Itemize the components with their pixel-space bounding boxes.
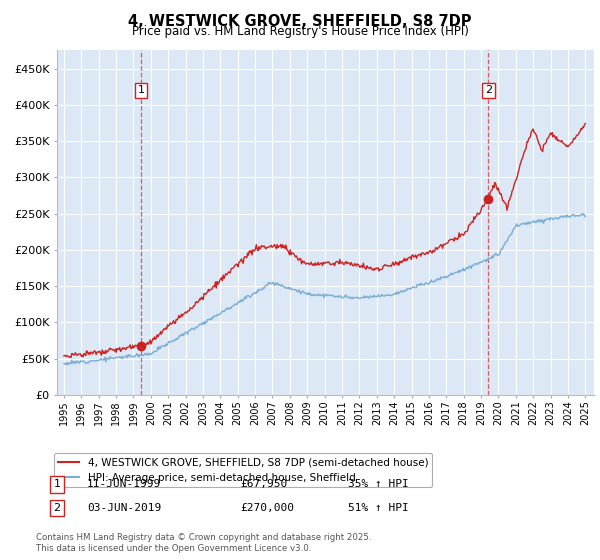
Text: 11-JUN-1999: 11-JUN-1999: [87, 479, 161, 489]
Text: £270,000: £270,000: [240, 503, 294, 513]
Text: £67,950: £67,950: [240, 479, 287, 489]
Text: 2: 2: [53, 503, 61, 513]
Text: Price paid vs. HM Land Registry's House Price Index (HPI): Price paid vs. HM Land Registry's House …: [131, 25, 469, 38]
Text: Contains HM Land Registry data © Crown copyright and database right 2025.
This d: Contains HM Land Registry data © Crown c…: [36, 533, 371, 553]
Text: 1: 1: [137, 85, 145, 95]
Text: 35% ↑ HPI: 35% ↑ HPI: [348, 479, 409, 489]
Text: 03-JUN-2019: 03-JUN-2019: [87, 503, 161, 513]
Legend: 4, WESTWICK GROVE, SHEFFIELD, S8 7DP (semi-detached house), HPI: Average price, : 4, WESTWICK GROVE, SHEFFIELD, S8 7DP (se…: [55, 454, 433, 487]
Text: 2: 2: [485, 85, 492, 95]
Text: 1: 1: [53, 479, 61, 489]
Text: 4, WESTWICK GROVE, SHEFFIELD, S8 7DP: 4, WESTWICK GROVE, SHEFFIELD, S8 7DP: [128, 14, 472, 29]
Text: 51% ↑ HPI: 51% ↑ HPI: [348, 503, 409, 513]
